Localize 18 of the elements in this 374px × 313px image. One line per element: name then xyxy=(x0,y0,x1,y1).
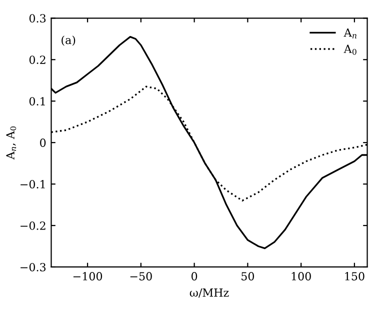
x-tick-label: 100 xyxy=(292,272,311,280)
x-tick-label: −50 xyxy=(130,272,152,280)
y-tick-label: 0 xyxy=(40,138,46,147)
x-tick-label: −100 xyxy=(73,272,102,280)
y-axis-title: A$_{n}$, A$_{0}$ xyxy=(6,126,16,160)
y-tick-label: −0.1 xyxy=(20,180,45,188)
x-tick-label: 50 xyxy=(242,272,254,280)
annotation: (a) xyxy=(62,36,76,46)
y-tick-label: 0.3 xyxy=(29,14,46,23)
legend-label: A$_{n}$ xyxy=(344,28,356,38)
x-tick-label: 150 xyxy=(345,272,364,280)
y-tick-label: 0.1 xyxy=(29,97,45,106)
y-tick-label: 0.2 xyxy=(29,56,46,64)
y-tick-label: −0.2 xyxy=(20,221,46,230)
x-tick-label: 0 xyxy=(192,272,198,280)
legend-label: A$_{0}$ xyxy=(344,44,356,55)
y-tick-label: −0.3 xyxy=(20,262,46,272)
x-axis-title: ω/MHz xyxy=(190,288,229,298)
